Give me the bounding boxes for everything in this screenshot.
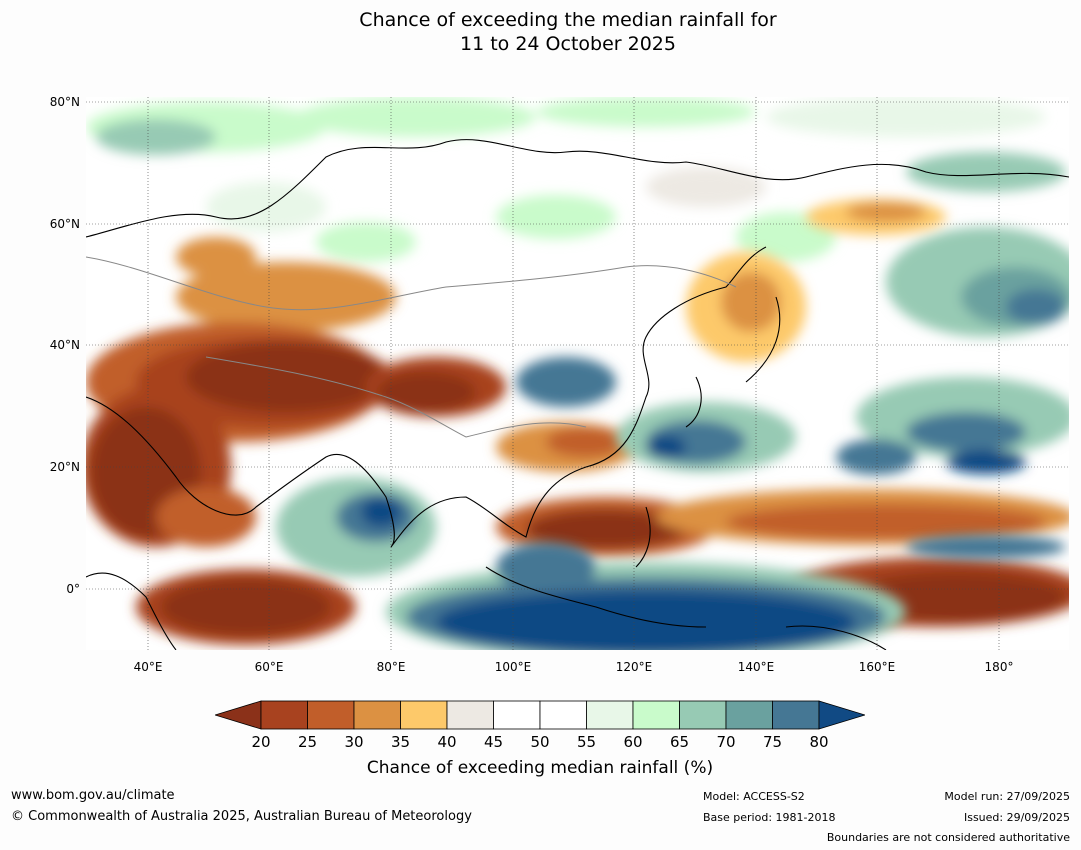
rainfall-map	[86, 97, 1069, 650]
east-asia-dry	[496, 199, 946, 472]
lon-label-60e: 60°E	[254, 660, 284, 674]
colorbar-tick-75: 75	[762, 733, 783, 751]
colorbar-below-arrow	[215, 700, 262, 730]
colorbar-tick-25: 25	[297, 733, 318, 751]
chart-title: Chance of exceeding the median rainfall …	[0, 8, 1081, 56]
lat-label-60n: 60°N	[49, 217, 80, 231]
colorbar-bin-45-50	[493, 700, 541, 730]
colorbar-bin-40-45	[446, 700, 494, 730]
colorbar-bin-55-60	[586, 700, 634, 730]
colorbar-tick-30: 30	[344, 733, 364, 751]
arctic-patterns	[86, 97, 1066, 262]
colorbar-above-arrow	[818, 700, 865, 730]
lon-label-180: 180°	[984, 660, 1014, 674]
coastlines	[86, 139, 1069, 650]
lon-label-100e: 100°E	[494, 660, 532, 674]
central-asia-dry	[86, 237, 506, 547]
title-line-1: Chance of exceeding the median rainfall …	[359, 9, 777, 31]
country-borders	[86, 256, 737, 438]
colorbar-bin-70-75	[725, 700, 773, 730]
lat-label-80n: 80°N	[49, 95, 80, 109]
copyright-text: © Commonwealth of Australia 2025, Austra…	[11, 809, 472, 824]
lat-label-20n: 20°N	[49, 460, 80, 474]
india-wet	[276, 477, 436, 577]
lat-label-40n: 40°N	[49, 338, 80, 352]
model-text: Model: ACCESS-S2	[703, 790, 805, 803]
lon-label-40e: 40°E	[133, 660, 163, 674]
colorbar-tick-40: 40	[437, 733, 457, 751]
model-run-text: Model run: 27/09/2025	[944, 790, 1070, 803]
colorbar-bin-25-30	[307, 700, 355, 730]
lon-label-140e: 140°E	[737, 660, 775, 674]
issued-text: Issued: 29/09/2025	[963, 811, 1070, 824]
colorbar-tick-65: 65	[669, 733, 690, 751]
colorbar-bin-20-25	[260, 700, 308, 730]
colorbar	[215, 700, 865, 730]
colorbar-bin-75-80	[772, 700, 820, 730]
lat-label-0: 0°	[66, 582, 80, 596]
base-period-text: Base period: 1981-2018	[703, 811, 836, 824]
colorbar-tick-35: 35	[390, 733, 411, 751]
lon-label-120e: 120°E	[615, 660, 653, 674]
colorbar-tick-50: 50	[530, 733, 550, 751]
colorbar-tick-80: 80	[809, 733, 829, 751]
colorbar-tick-55: 55	[576, 733, 597, 751]
disclaimer-text: Boundaries are not considered authoritat…	[826, 831, 1070, 844]
colorbar-tick-60: 60	[623, 733, 643, 751]
colorbar-tick-45: 45	[483, 733, 504, 751]
map-svg	[86, 97, 1069, 650]
colorbar-bin-60-65	[632, 700, 680, 730]
colorbar-tick-70: 70	[716, 733, 736, 751]
colorbar-bin-50-55	[539, 700, 587, 730]
title-line-2: 11 to 24 October 2025	[460, 33, 676, 55]
western-pacific-wet	[516, 357, 796, 472]
website-link[interactable]: www.bom.gov.au/climate	[11, 788, 175, 803]
colorbar-tick-20: 20	[251, 733, 271, 751]
colorbar-bin-35-40	[400, 700, 448, 730]
lon-label-160e: 160°E	[858, 660, 896, 674]
colorbar-bin-65-70	[679, 700, 727, 730]
lon-label-80e: 80°E	[376, 660, 406, 674]
north-pacific-wet	[836, 227, 1069, 475]
colorbar-bin-30-35	[353, 700, 401, 730]
colorbar-title: Chance of exceeding median rainfall (%)	[366, 758, 714, 778]
